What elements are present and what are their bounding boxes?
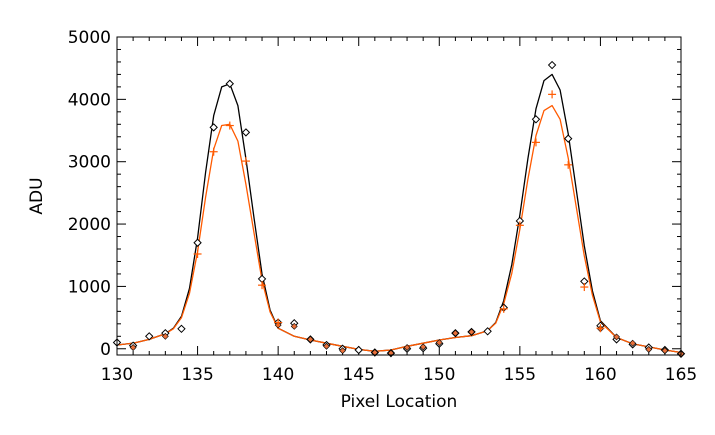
x-tick-label: 155	[504, 365, 536, 385]
diamond-marker	[354, 345, 363, 355]
diamond-marker	[547, 60, 557, 70]
cross-marker	[499, 304, 508, 313]
y-tick-label: 4000	[68, 90, 111, 110]
filled-diamond-marker	[645, 345, 653, 353]
x-tick-label: 150	[423, 365, 455, 385]
filled-diamond-marker	[451, 329, 459, 337]
cross-marker	[596, 324, 605, 333]
cross-marker	[209, 147, 218, 156]
filled-diamond-marker	[339, 347, 347, 355]
diamond-marker	[209, 123, 218, 132]
y-tick-label: 0	[100, 340, 111, 360]
cross-marker	[225, 121, 234, 130]
cross-marker	[193, 249, 202, 258]
diamond-marker	[177, 324, 186, 334]
filled-diamond-marker	[323, 342, 330, 350]
x-tick-label: 135	[181, 365, 213, 385]
diamond-marker	[145, 332, 154, 341]
y-tick-label: 2000	[68, 215, 111, 235]
cross-marker	[274, 318, 283, 327]
x-tick-label: 165	[665, 365, 697, 385]
filled-diamond-marker	[129, 344, 137, 351]
filled-diamond-marker	[306, 335, 314, 343]
filled-diamond-marker	[613, 333, 620, 341]
filled-diamond-marker	[161, 332, 169, 340]
diamond-marker	[193, 238, 202, 247]
cross-marker	[580, 283, 589, 292]
plot-frame	[116, 36, 682, 356]
filled-diamond-marker	[371, 349, 379, 356]
series-line-orange	[116, 104, 682, 354]
cross-marker	[564, 160, 573, 169]
x-tick-label: 145	[342, 365, 374, 385]
diamond-marker	[483, 327, 492, 336]
filled-diamond-marker	[403, 344, 411, 351]
y-tick-label: 1000	[68, 277, 111, 297]
diamond-marker	[531, 115, 541, 124]
filled-diamond-marker	[290, 322, 298, 330]
filled-diamond-marker	[468, 328, 475, 336]
x-tick-label: 140	[262, 365, 294, 385]
y-axis-label: ADU	[27, 177, 47, 214]
cross-marker	[548, 90, 557, 99]
diamond-marker	[225, 79, 235, 88]
labels-layer: 130 135 140 145 150 155 160 165 0 1000 2000 3000 400…	[68, 28, 697, 385]
x-axis-label: Pixel Location	[341, 392, 458, 412]
y-tick-label: 3000	[68, 153, 111, 173]
cross-marker	[531, 138, 540, 147]
y-tick-label: 5000	[68, 28, 111, 48]
x-tick-label: 130	[101, 365, 133, 385]
diamond-marker	[241, 128, 251, 137]
cross-marker	[258, 281, 267, 290]
cross-marker	[241, 157, 250, 166]
cross-marker	[515, 221, 524, 230]
filled-diamond-marker	[629, 339, 637, 347]
lines-layer	[116, 73, 682, 354]
filled-diamond-marker	[435, 339, 443, 346]
x-tick-label: 160	[584, 365, 616, 385]
filled-diamond-marker	[419, 343, 427, 351]
filled-diamond-marker	[661, 347, 669, 355]
diamond-marker	[563, 134, 573, 143]
